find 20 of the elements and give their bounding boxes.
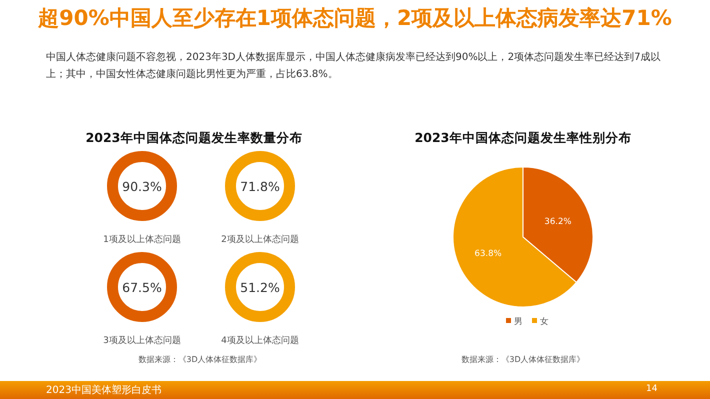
category-label: 4项及以上体态问题	[221, 335, 299, 346]
text: 2023年中国体态问题发生率数量分布	[86, 130, 302, 145]
data-label: 67.5%	[122, 280, 162, 295]
source-note: 数据来源：《3D人体体征数据库》	[461, 355, 585, 364]
category-label: 3项及以上体态问题	[103, 335, 181, 346]
data-label: 63.8%	[474, 249, 502, 260]
text: 14	[646, 384, 658, 394]
text: 2023中国美体塑形白皮书	[46, 384, 162, 397]
data-label: 51.2%	[240, 280, 280, 295]
legend-label: 男	[514, 316, 523, 327]
text: 超90%中国人至少存在1项体态问题，2项及以上体态病发率达71%	[36, 5, 673, 32]
chart-title: 2023年中国体态问题发生率性别分布	[414, 130, 632, 145]
data-label: 71.8%	[240, 179, 280, 194]
data-label: 90.3%	[122, 179, 162, 194]
data-label: 36.2%	[544, 216, 572, 227]
category-label: 1项及以上体态问题	[103, 234, 181, 245]
source-note: 数据来源：《3D人体体征数据库》	[138, 355, 262, 364]
text: 中国人体态健康问题不容忽视，2023年3D人体数据库显示，中国人体态健康病发率已经达到90%以上，2项体态问题发生率已经达到7成以上；其中，中国女性体态健康问题比男性更为严重，占比63.8%。	[46, 50, 662, 82]
category-label: 2项及以上体态问题	[221, 234, 299, 245]
legend-label: 女	[540, 316, 549, 327]
